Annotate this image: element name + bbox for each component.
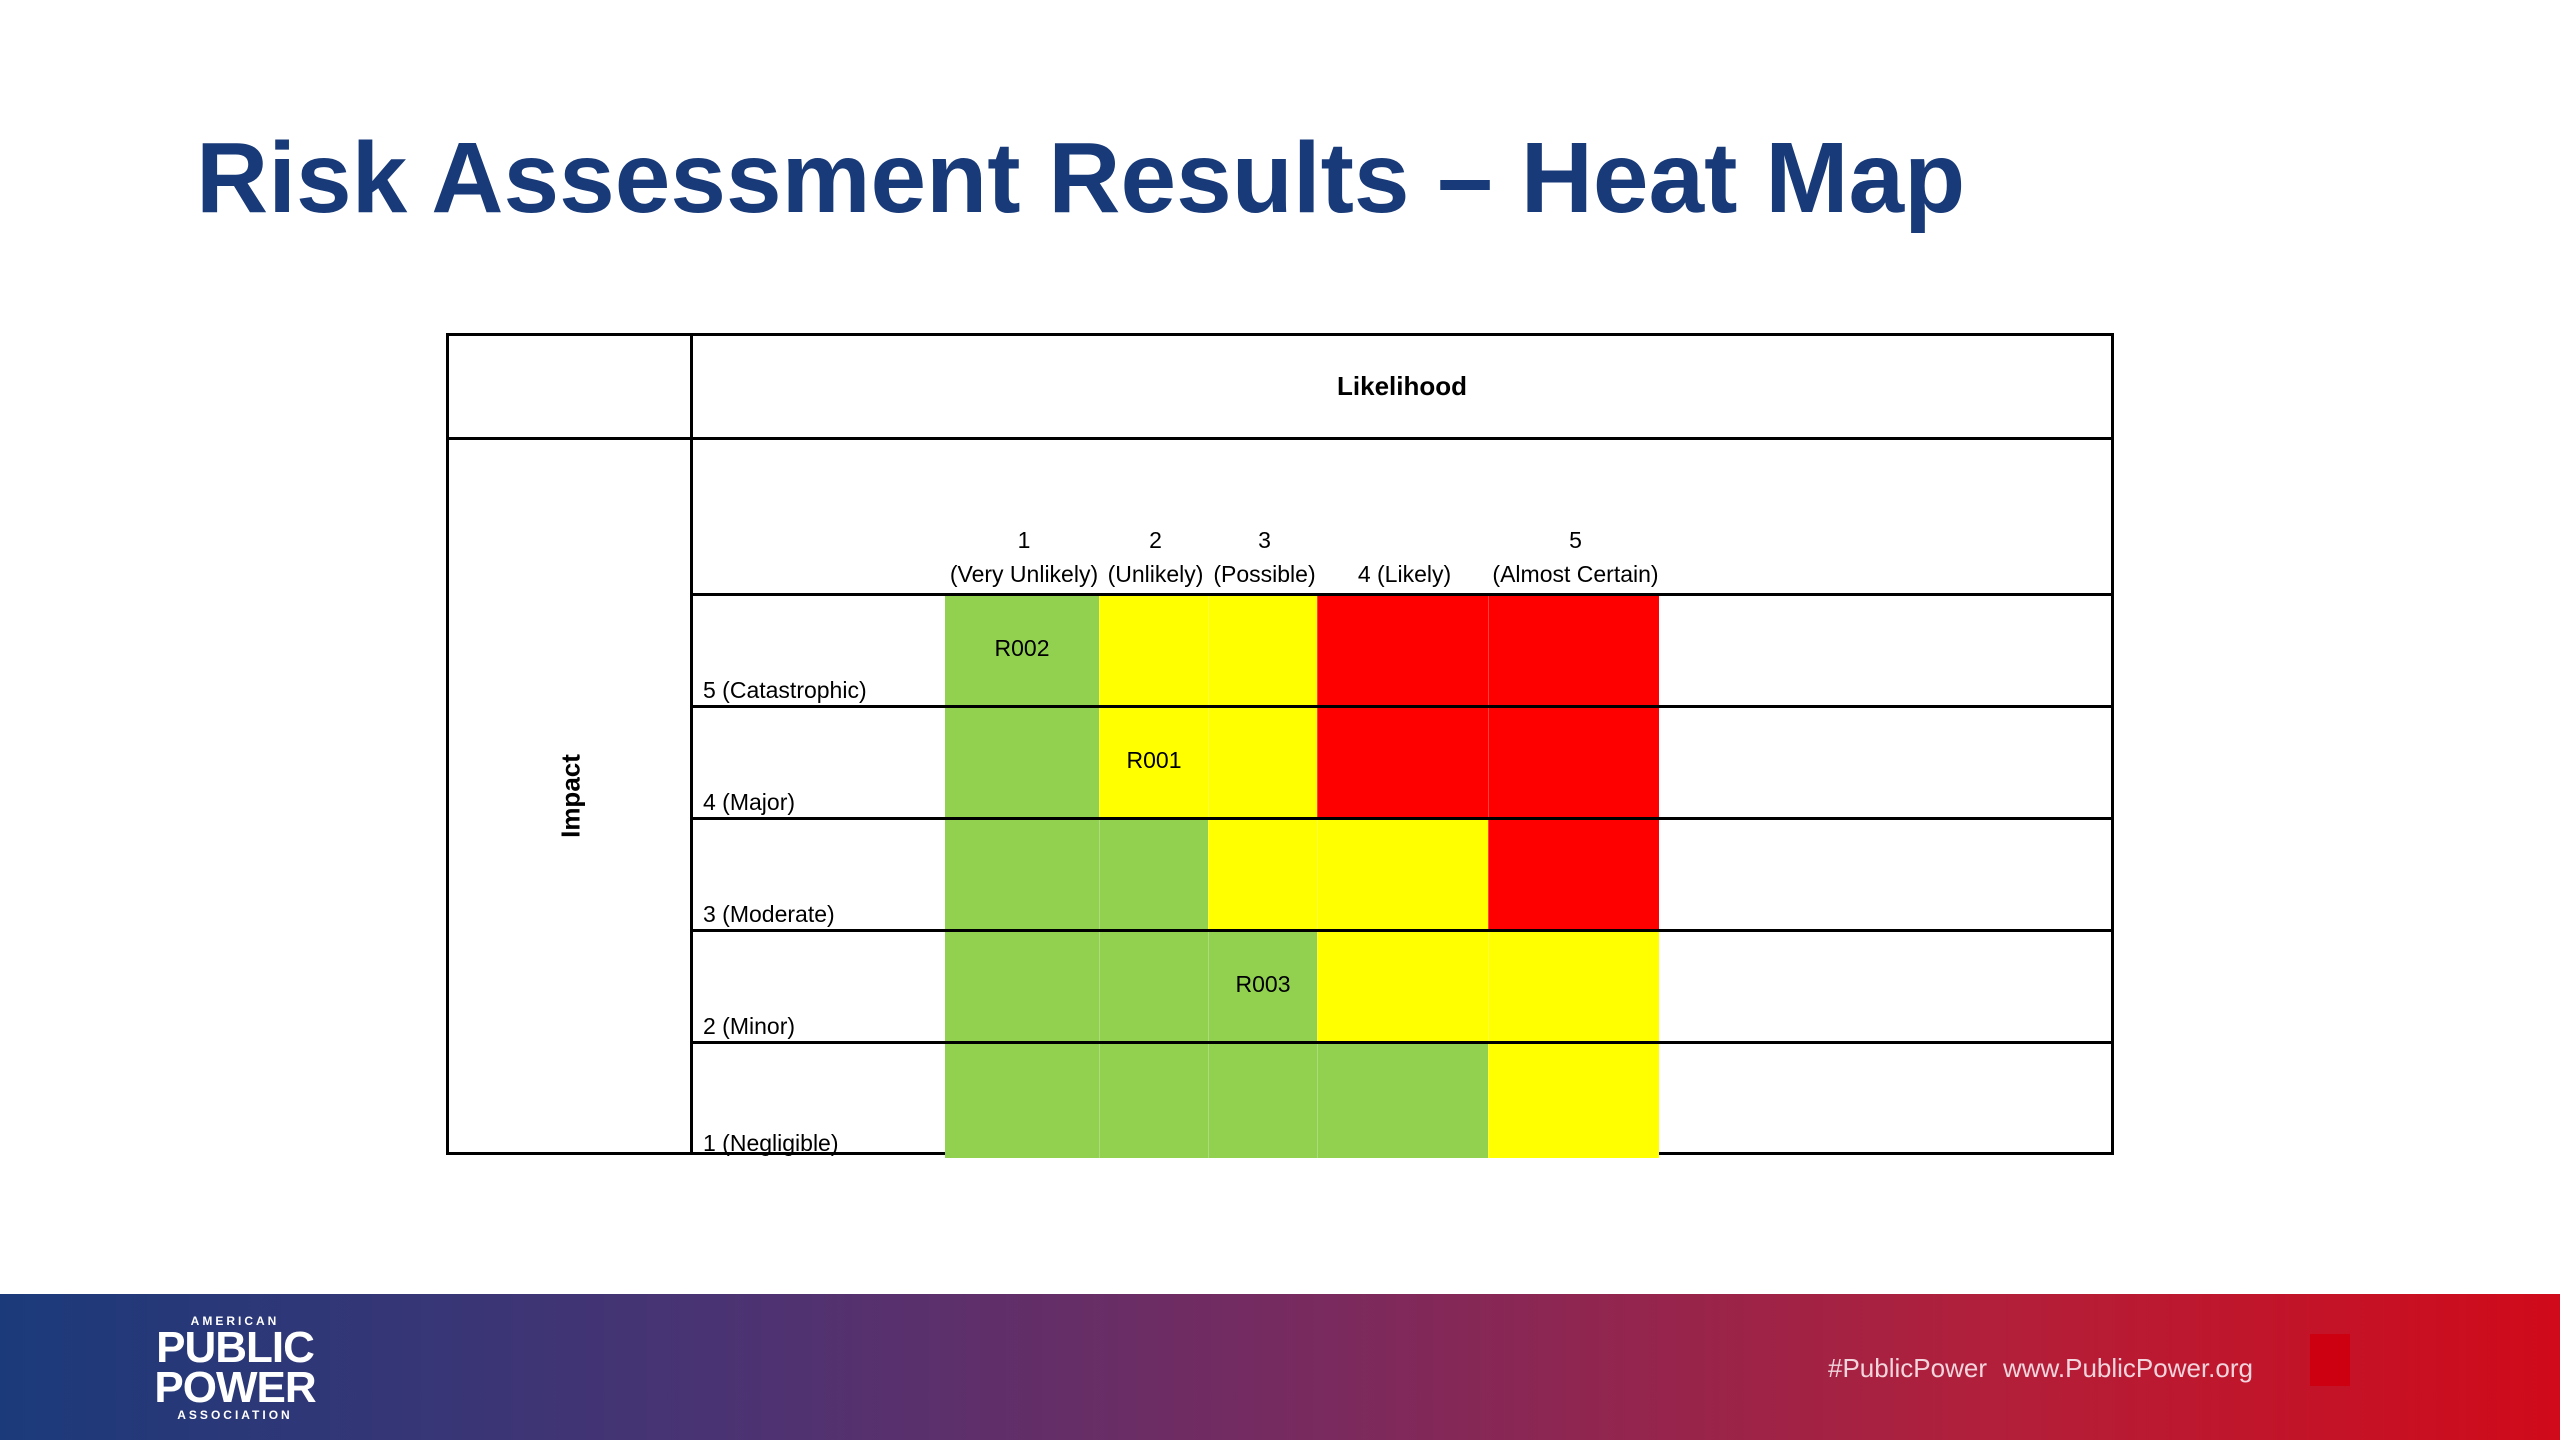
heat-map-cell (1317, 820, 1488, 929)
likelihood-header-label: 4 (Likely) (1357, 561, 1452, 587)
impact-axis-label: Impact (555, 754, 586, 838)
heat-map-cell (1488, 1044, 1659, 1158)
likelihood-header-5: 5 (Almost Certain) (1490, 523, 1661, 591)
heat-map-cell (1488, 820, 1659, 929)
heat-map-cell (1317, 1044, 1488, 1158)
likelihood-header-number (1101, 489, 1210, 523)
heat-map-cell (1099, 596, 1208, 705)
likelihood-axis-label: Likelihood (693, 336, 2111, 440)
heat-map-cell (1317, 596, 1488, 705)
likelihood-header-number (1210, 489, 1319, 523)
heat-map-cell: R003 (1208, 932, 1317, 1041)
risk-id-label: R001 (1126, 747, 1182, 773)
heat-map-cell (1488, 932, 1659, 1041)
likelihood-header-1: 1 (Very Unlikely) (947, 523, 1101, 591)
heat-map-cell (1208, 596, 1317, 705)
impact-axis-column: Impact (449, 440, 693, 1152)
logo-line-2: POWER (154, 1363, 316, 1412)
heat-map-cell (1208, 708, 1317, 817)
slide-title: Risk Assessment Results – Heat Map (196, 122, 1966, 234)
heat-map-cell (1208, 1044, 1317, 1158)
heat-map-cell (1488, 708, 1659, 817)
impact-row-label: 4 (Major) (703, 789, 796, 815)
heat-map-cell (1317, 708, 1488, 817)
impact-row: 3 (Moderate) (693, 820, 2111, 932)
footer-band: AMERICAN PUBLIC POWER ASSOCIATION #Publi… (0, 1294, 2560, 1440)
heat-map-cell (945, 1044, 1099, 1158)
heat-map-cell: R001 (1099, 708, 1208, 817)
logo-bottom-text: ASSOCIATION (177, 1408, 293, 1422)
impact-row: 2 (Minor) R003 (693, 932, 2111, 1044)
impact-row-label: 5 (Catastrophic) (703, 677, 867, 703)
impact-row: 4 (Major) R001 (693, 708, 2111, 820)
website-link[interactable]: www.PublicPower.org (2002, 1353, 2253, 1383)
logo-top-text: AMERICAN (190, 1314, 280, 1328)
likelihood-header-number: 5 (1569, 527, 1582, 553)
likelihood-header-label: (Very Unlikely) (949, 561, 1099, 587)
heat-map-cell (1317, 932, 1488, 1041)
heat-map-cell (1208, 820, 1317, 929)
heat-map-cell: R002 (945, 596, 1099, 705)
likelihood-header-3: 3 (Possible) (1210, 489, 1319, 591)
heat-map-cell (945, 708, 1099, 817)
likelihood-header-number (1319, 523, 1490, 557)
heat-map-corner-cell (449, 336, 693, 440)
impact-row: 1 (Negligible) (693, 1044, 2111, 1158)
risk-id-label: R002 (994, 635, 1050, 661)
hashtag-text: #PublicPower (1828, 1353, 1987, 1383)
public-power-logo: AMERICAN PUBLIC POWER ASSOCIATION (150, 1314, 320, 1422)
footer-links: #PublicPower www.PublicPower.org (1828, 1352, 2253, 1384)
logo-line-1: PUBLIC (156, 1323, 315, 1372)
heat-map-cell (1099, 932, 1208, 1041)
likelihood-header-number: 1 (1017, 527, 1031, 553)
likelihood-header-label: 3 (Possible) (1213, 527, 1316, 587)
heat-map-cell (945, 820, 1099, 929)
heat-map-cell (1099, 1044, 1208, 1158)
likelihood-column-headers: 1 (Very Unlikely) 2 (Unlikely) 3 (Possibl… (693, 440, 2111, 596)
likelihood-header-label: 2 (Unlikely) (1107, 527, 1204, 587)
risk-heat-map: Likelihood Impact 1 (Very Unlikely) 2 (Un… (446, 333, 2114, 1158)
impact-row: 5 (Catastrophic) R002 (693, 596, 2111, 708)
risk-id-label: R003 (1235, 971, 1291, 997)
heat-map-cell (1099, 820, 1208, 929)
likelihood-header-4: 4 (Likely) (1319, 523, 1490, 591)
likelihood-header-label: (Almost Certain) (1492, 561, 1659, 587)
heat-map-cell (1488, 596, 1659, 705)
footer-red-square (2310, 1334, 2350, 1386)
impact-row-label: 2 (Minor) (703, 1013, 796, 1039)
impact-row-label: 3 (Moderate) (703, 901, 835, 927)
likelihood-header-2: 2 (Unlikely) (1101, 489, 1210, 591)
heat-map-cell (945, 932, 1099, 1041)
impact-row-label: 1 (Negligible) (703, 1130, 839, 1156)
